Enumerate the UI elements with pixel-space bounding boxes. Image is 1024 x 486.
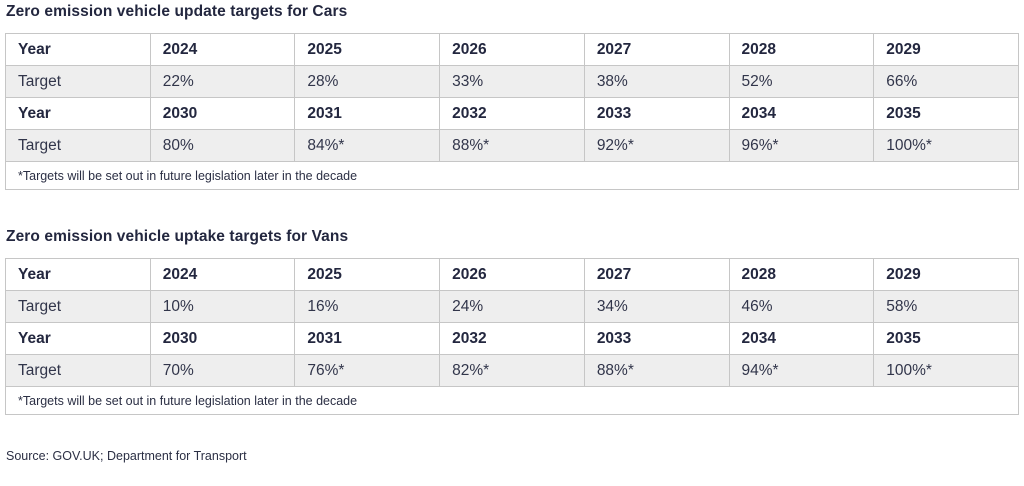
year-cell: 2035 [873,97,1019,130]
target-value-cell: 16% [294,290,441,323]
year-cell: 2032 [439,322,585,355]
table-row: Target 70% 76%* 82%* 88%* 94%* 100%* [5,354,1019,387]
table-row: Target 22% 28% 33% 38% 52% 66% [5,65,1019,98]
year-cell: 2024 [149,33,296,66]
target-value-cell: 80% [149,129,296,162]
year-cell: 2031 [294,322,441,355]
year-label-cell: Year [5,322,151,355]
year-cell: 2033 [583,97,730,130]
year-cell: 2032 [439,97,585,130]
year-cell: 2033 [583,322,730,355]
year-cell: 2027 [583,33,730,66]
footnote-cell: *Targets will be set out in future legis… [5,386,1019,415]
table-row: Target 10% 16% 24% 34% 46% 58% [5,290,1019,323]
table-row: *Targets will be set out in future legis… [5,386,1019,415]
target-value-cell: 28% [294,65,441,98]
year-cell: 2034 [728,322,875,355]
target-value-cell: 46% [728,290,875,323]
target-value-cell: 88%* [439,129,585,162]
target-value-cell: 82%* [439,354,585,387]
year-cell: 2028 [728,33,875,66]
year-cell: 2027 [583,258,730,291]
table-row: Year 2024 2025 2026 2027 2028 2029 [5,258,1019,291]
year-label-cell: Year [5,258,151,291]
table-row: Target 80% 84%* 88%* 92%* 96%* 100%* [5,129,1019,162]
target-value-cell: 84%* [294,129,441,162]
table-row: Year 2030 2031 2032 2033 2034 2035 [5,322,1019,355]
target-value-cell: 34% [583,290,730,323]
year-cell: 2035 [873,322,1019,355]
cars-table-title: Zero emission vehicle update targets for… [6,3,348,20]
target-value-cell: 66% [873,65,1019,98]
target-value-cell: 94%* [728,354,875,387]
target-value-cell: 33% [439,65,585,98]
year-cell: 2025 [294,258,441,291]
year-cell: 2034 [728,97,875,130]
table-row: Year 2024 2025 2026 2027 2028 2029 [5,33,1019,66]
vans-table: Year 2024 2025 2026 2027 2028 2029 Targe… [5,258,1019,415]
source-note: Source: GOV.UK; Department for Transport [6,449,247,463]
vans-table-title: Zero emission vehicle uptake targets for… [6,228,349,245]
target-value-cell: 58% [873,290,1019,323]
year-cell: 2028 [728,258,875,291]
cars-table: Year 2024 2025 2026 2027 2028 2029 Targe… [5,33,1019,190]
target-value-cell: 38% [583,65,730,98]
target-value-cell: 96%* [728,129,875,162]
cars-table-section: Zero emission vehicle update targets for… [5,3,1019,190]
year-label-cell: Year [5,97,151,130]
target-value-cell: 92%* [583,129,730,162]
target-value-cell: 76%* [294,354,441,387]
target-label-cell: Target [5,65,151,98]
year-cell: 2026 [439,33,585,66]
target-value-cell: 70% [149,354,296,387]
target-label-cell: Target [5,354,151,387]
year-cell: 2026 [439,258,585,291]
year-cell: 2030 [149,97,296,130]
year-cell: 2029 [873,258,1019,291]
year-cell: 2024 [149,258,296,291]
target-value-cell: 10% [149,290,296,323]
target-value-cell: 24% [439,290,585,323]
table-row: Year 2030 2031 2032 2033 2034 2035 [5,97,1019,130]
target-label-cell: Target [5,290,151,323]
year-label-cell: Year [5,33,151,66]
target-value-cell: 100%* [873,354,1019,387]
target-value-cell: 22% [149,65,296,98]
footnote-cell: *Targets will be set out in future legis… [5,161,1019,190]
year-cell: 2031 [294,97,441,130]
target-value-cell: 100%* [873,129,1019,162]
table-row: *Targets will be set out in future legis… [5,161,1019,190]
year-cell: 2025 [294,33,441,66]
vans-table-section: Zero emission vehicle uptake targets for… [5,228,1019,415]
target-value-cell: 88%* [583,354,730,387]
target-value-cell: 52% [728,65,875,98]
target-label-cell: Target [5,129,151,162]
year-cell: 2029 [873,33,1019,66]
year-cell: 2030 [149,322,296,355]
